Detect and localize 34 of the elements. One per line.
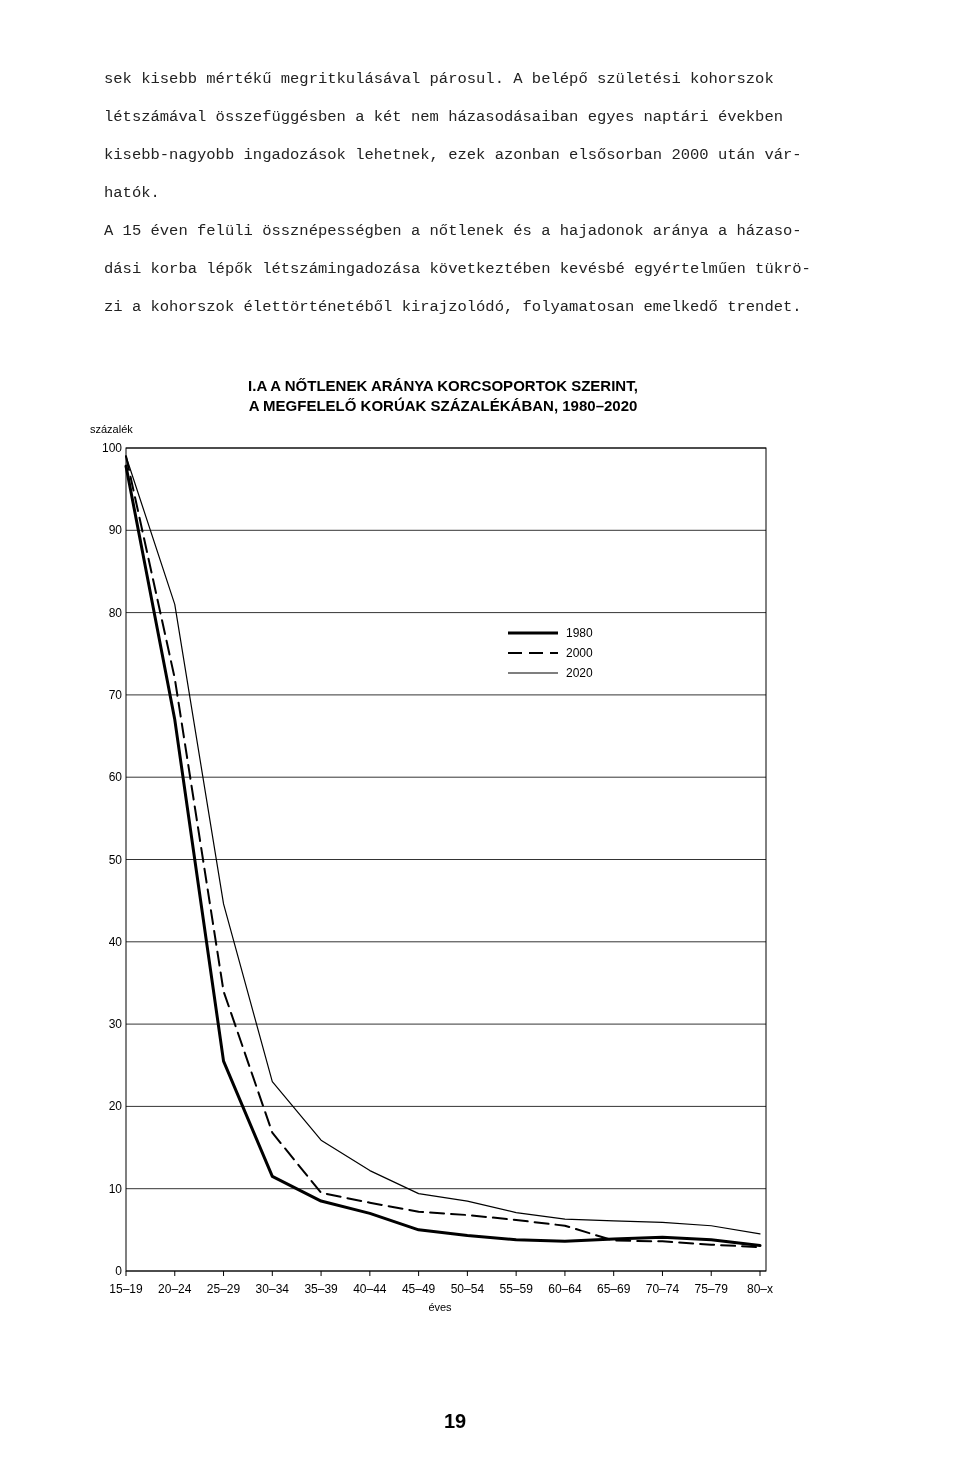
x-tick-label: 60–64 bbox=[548, 1282, 582, 1296]
x-tick-label: 65–69 bbox=[597, 1282, 631, 1296]
x-tick-label: 20–24 bbox=[158, 1282, 192, 1296]
x-tick-label: 80–x bbox=[746, 1282, 774, 1296]
legend-label: 2000 bbox=[566, 646, 594, 660]
y-tick-label: 70 bbox=[108, 687, 123, 702]
x-tick-label: 30–34 bbox=[255, 1282, 290, 1296]
x-tick-label: 40–44 bbox=[353, 1282, 387, 1296]
y-tick-label: 50 bbox=[108, 852, 123, 867]
x-tick-label: 35–39 bbox=[304, 1282, 339, 1296]
y-tick-label: 90 bbox=[108, 523, 123, 538]
y-axis-title: százalék bbox=[90, 423, 134, 435]
x-tick-label: 50–54 bbox=[450, 1282, 485, 1296]
text: sek kisebb mértékű megritkulásával párosul. A belépő születési kohorszok létszámával összefüggésben a két nem házasodásaiban egyes naptári években kisebb-nagyobb ingadozások lehetnek, ezek azonban elsősorban 2000 után vár- hatók. bbox=[104, 70, 802, 202]
legend-label: 1980 bbox=[566, 626, 594, 640]
y-tick-label: 20 bbox=[108, 1099, 123, 1114]
y-tick-label: 30 bbox=[108, 1017, 123, 1032]
x-axis-title: éves bbox=[428, 1301, 453, 1313]
y-tick-label: 100 bbox=[101, 441, 123, 455]
y-tick-label: 40 bbox=[108, 934, 123, 949]
y-tick-label: 10 bbox=[108, 1181, 123, 1196]
x-tick-label: 55–59 bbox=[499, 1282, 534, 1296]
x-tick-label: 25–29 bbox=[206, 1282, 241, 1296]
chart-title: I.A A NŐTLENEK ARÁNYA KORCSOPORTOK SZERINT, A MEGFELELŐ KORÚAK SZÁZALÉKÁBAN, 1980–2020 bbox=[248, 377, 638, 414]
legend-label: 2020 bbox=[566, 666, 594, 680]
y-tick-label: 0 bbox=[115, 1264, 123, 1278]
x-tick-label: 75–79 bbox=[694, 1282, 729, 1296]
text: 19 bbox=[443, 1410, 467, 1432]
y-tick-label: 80 bbox=[108, 605, 123, 620]
x-tick-label: 15–19 bbox=[109, 1282, 144, 1296]
x-tick-label: 45–49 bbox=[401, 1282, 436, 1296]
y-tick-label: 60 bbox=[108, 770, 123, 785]
x-tick-label: 70–74 bbox=[645, 1282, 680, 1296]
text: A 15 éven felüli össznépességben a nőtlenek és a hajadonok aránya a házaso- dási korba lépők létszámingadozása következtében kevésbé egyértelműen tükrö- zi a kohorszok élettörténetéből kirajzolódó, folyamatosan emelkedő trendet. bbox=[104, 222, 811, 316]
